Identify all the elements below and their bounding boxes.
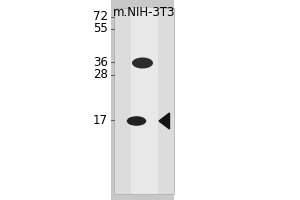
Bar	[130, 8, 158, 194]
Ellipse shape	[132, 58, 153, 68]
Bar	[174, 0, 300, 200]
Ellipse shape	[127, 116, 146, 126]
Text: 72: 72	[93, 10, 108, 23]
Text: m.NIH-3T3: m.NIH-3T3	[113, 6, 175, 19]
Polygon shape	[159, 113, 169, 129]
Text: 55: 55	[93, 22, 108, 36]
Text: 36: 36	[93, 55, 108, 68]
Bar	[114, 8, 174, 194]
Text: 28: 28	[93, 68, 108, 82]
Text: 17: 17	[93, 114, 108, 127]
Bar	[0, 0, 111, 200]
